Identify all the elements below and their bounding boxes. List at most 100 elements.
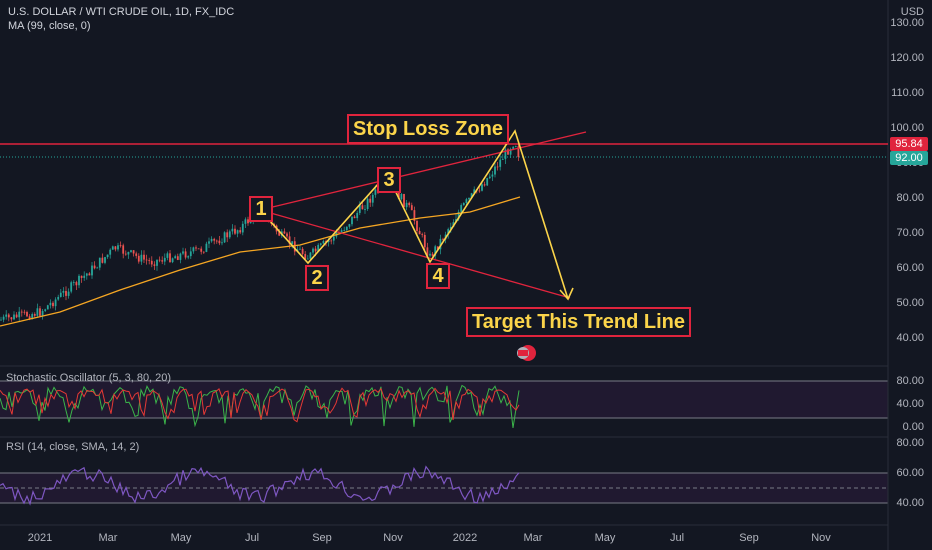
- price-label[interactable]: 60.00: [896, 262, 924, 274]
- time-label: Nov: [383, 532, 403, 544]
- candle-body: [28, 316, 31, 319]
- rsi-axis-label: 80.00: [896, 437, 924, 449]
- candle-body: [483, 184, 486, 186]
- candle-body: [98, 257, 101, 268]
- candle-body: [80, 275, 83, 278]
- wave-label-3[interactable]: 3: [377, 167, 401, 193]
- candle-body: [514, 146, 517, 147]
- price-label[interactable]: 70.00: [896, 227, 924, 239]
- symbol-title[interactable]: U.S. DOLLAR / WTI CRUDE OIL, 1D, FX_IDC: [8, 6, 235, 18]
- candle-body: [231, 228, 234, 232]
- candle-body: [371, 194, 374, 203]
- candle-body: [75, 282, 78, 286]
- candle-body: [358, 205, 361, 213]
- candle-body: [215, 240, 218, 242]
- candle-body: [7, 314, 10, 318]
- candle-body: [33, 314, 36, 316]
- price-label[interactable]: 50.00: [896, 297, 924, 309]
- candle-body: [366, 198, 369, 210]
- candle-body: [41, 310, 44, 316]
- candle-body: [0, 319, 2, 321]
- candle-body: [351, 216, 353, 225]
- price-label[interactable]: 110.00: [891, 87, 924, 99]
- candle-body: [405, 202, 408, 208]
- candle-body: [10, 317, 13, 320]
- price-label[interactable]: 100.00: [890, 122, 924, 134]
- candle-body: [218, 240, 221, 244]
- price-label[interactable]: 130.00: [890, 17, 924, 29]
- candle-body: [361, 205, 364, 210]
- candle-body: [470, 193, 473, 198]
- candle-body: [83, 275, 86, 278]
- candle-body: [189, 251, 192, 257]
- candle-body: [244, 219, 247, 224]
- candle-body: [57, 296, 60, 300]
- candle-body: [491, 174, 494, 177]
- candle-body: [286, 233, 288, 237]
- candle-body: [169, 253, 171, 263]
- candle-body: [457, 211, 460, 220]
- candle-body: [15, 314, 18, 318]
- stop-loss-zone-label[interactable]: Stop Loss Zone: [347, 114, 509, 144]
- candle-body: [291, 241, 294, 245]
- candle-body: [166, 253, 169, 258]
- time-label: Mar: [523, 532, 543, 544]
- candle-body: [140, 254, 143, 262]
- candle-body: [449, 226, 452, 230]
- candle-body: [397, 188, 400, 200]
- flag-icon[interactable]: [517, 345, 536, 361]
- candle-body: [70, 282, 73, 292]
- candle-body: [205, 243, 208, 252]
- candle-body: [145, 259, 148, 261]
- price-label[interactable]: 40.00: [896, 332, 924, 344]
- time-label: May: [594, 532, 616, 544]
- wave-label-1[interactable]: 1: [249, 196, 273, 222]
- candle-body: [161, 260, 164, 262]
- candle-body: [130, 250, 132, 252]
- candle-body: [39, 308, 41, 316]
- wave-label-2[interactable]: 2: [305, 265, 329, 291]
- time-label: Jul: [669, 532, 685, 544]
- price-label[interactable]: 80.00: [896, 192, 924, 204]
- candle-body: [192, 247, 195, 252]
- candle-body: [312, 248, 314, 253]
- candle-body: [208, 241, 210, 244]
- candle-body: [96, 267, 99, 269]
- candle-body: [517, 146, 520, 158]
- candle-body: [439, 238, 442, 250]
- stoch-title[interactable]: Stochastic Oscillator (5, 3, 80, 20): [6, 372, 172, 384]
- candle-body: [111, 246, 114, 250]
- candle-body: [132, 250, 135, 254]
- candle-body: [197, 248, 200, 250]
- candle-body: [317, 244, 320, 252]
- candle-body: [340, 230, 343, 233]
- wave-label-4[interactable]: 4: [426, 263, 450, 289]
- rsi-line: [0, 465, 520, 506]
- candle-body: [156, 259, 158, 266]
- indicator-label[interactable]: MA (99, close, 0): [8, 20, 91, 32]
- candle-body: [59, 292, 62, 297]
- candle-body: [314, 248, 317, 252]
- candle-body: [210, 238, 213, 242]
- candle-body: [119, 245, 122, 247]
- candle-body: [54, 299, 57, 307]
- candle-body: [356, 212, 359, 219]
- wave-path[interactable]: [259, 129, 569, 300]
- candle-body: [327, 240, 330, 243]
- candle-body: [200, 248, 203, 252]
- candle-body: [408, 202, 411, 206]
- rsi-title[interactable]: RSI (14, close, SMA, 14, 2): [6, 441, 140, 453]
- lower-trendline[interactable]: [259, 209, 571, 299]
- candle-body: [101, 257, 104, 263]
- time-label: Jul: [244, 532, 260, 544]
- candle-body: [400, 193, 403, 200]
- upper-trendline[interactable]: [259, 131, 587, 211]
- candle-body: [26, 312, 28, 317]
- candle-body: [67, 291, 70, 296]
- price-label[interactable]: 120.00: [890, 52, 924, 64]
- candle-body: [226, 232, 229, 238]
- target-trendline-label[interactable]: Target This Trend Line: [466, 307, 691, 337]
- candle-body: [31, 314, 34, 319]
- candle-body: [468, 197, 470, 200]
